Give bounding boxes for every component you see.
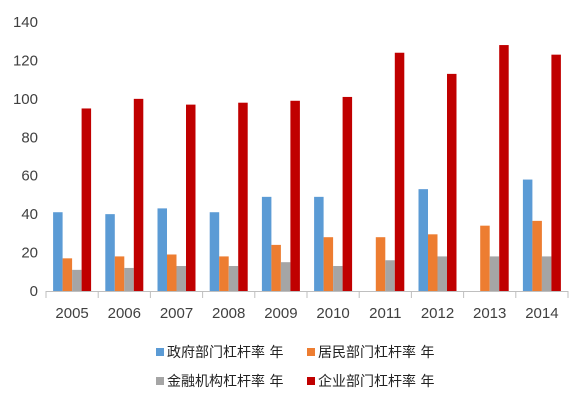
bar-1-2012 bbox=[428, 234, 438, 291]
bar-1-2009 bbox=[271, 244, 281, 291]
x-tick-label: 2014 bbox=[525, 305, 558, 322]
bar-group bbox=[53, 45, 561, 292]
y-tick-label: 20 bbox=[21, 245, 38, 262]
bar-2-2014 bbox=[541, 256, 552, 291]
bar-2-2008 bbox=[228, 266, 239, 291]
bar-0-2012 bbox=[418, 189, 428, 291]
bar-0-2005 bbox=[53, 212, 63, 291]
bar-1-2010 bbox=[323, 237, 334, 291]
bar-2-2006 bbox=[124, 267, 134, 291]
legend-label: 企业部门杠杆率 年 bbox=[318, 373, 434, 390]
bar-3-2009 bbox=[290, 100, 300, 291]
bar-3-2007 bbox=[186, 104, 196, 292]
bar-1-2007 bbox=[167, 254, 177, 291]
bar-1-2014 bbox=[532, 220, 542, 291]
legend-label: 居民部门杠杆率 年 bbox=[318, 344, 434, 361]
bar-3-2008 bbox=[238, 102, 248, 291]
y-tick-label: 120 bbox=[13, 52, 38, 69]
bar-1-2008 bbox=[219, 256, 229, 291]
bar-1-2005 bbox=[62, 258, 73, 291]
bar-3-2010 bbox=[342, 96, 353, 291]
bar-0-2014 bbox=[522, 179, 533, 291]
x-axis-ticks: 2005 2006 2007 2008 2009 2010 2011 2012 2013 2014 bbox=[45, 291, 569, 322]
bar-2-2009 bbox=[280, 262, 291, 291]
bar-0-2008 bbox=[209, 212, 220, 291]
y-tick-label: 100 bbox=[13, 91, 38, 108]
y-tick-label: 0 bbox=[30, 283, 38, 300]
legend-swatch bbox=[307, 348, 315, 356]
legend-label: 政府部门杠杆率 年 bbox=[167, 344, 283, 361]
bar-2-2011 bbox=[385, 260, 395, 291]
x-tick-label: 2007 bbox=[160, 305, 193, 322]
x-tick-label: 2012 bbox=[421, 305, 454, 322]
bar-2-2005 bbox=[72, 269, 82, 291]
x-tick-label: 2006 bbox=[108, 305, 141, 322]
y-tick-label: 140 bbox=[13, 14, 38, 31]
bar-0-2009 bbox=[261, 196, 272, 291]
bar-0-2006 bbox=[105, 214, 115, 291]
bar-2-2010 bbox=[333, 266, 343, 291]
x-tick-label: 2009 bbox=[264, 305, 297, 322]
x-tick-label: 2011 bbox=[369, 305, 401, 322]
bar-0-2007 bbox=[157, 208, 167, 291]
legend-label: 金融机构杠杆率 年 bbox=[167, 373, 283, 390]
bar-3-2014 bbox=[551, 54, 561, 291]
bar-3-2013 bbox=[499, 45, 509, 292]
bar-1-2011 bbox=[375, 237, 386, 291]
x-tick-label: 2013 bbox=[473, 305, 506, 322]
x-tick-label: 2008 bbox=[212, 305, 245, 322]
bar-0-2010 bbox=[314, 196, 324, 291]
y-tick-label: 80 bbox=[21, 129, 38, 146]
y-tick-label: 40 bbox=[21, 206, 38, 223]
bar-3-2006 bbox=[133, 98, 144, 291]
bar-2-2007 bbox=[176, 266, 186, 291]
x-tick-label: 2005 bbox=[55, 305, 88, 322]
y-tick-label: 60 bbox=[21, 168, 38, 185]
legend-swatch bbox=[156, 377, 164, 385]
legend-swatch bbox=[156, 348, 164, 356]
bar-1-2013 bbox=[480, 225, 490, 291]
bar-2-2012 bbox=[437, 256, 447, 291]
x-tick-label: 2010 bbox=[316, 305, 349, 322]
bar-3-2005 bbox=[81, 108, 92, 292]
bar-1-2006 bbox=[114, 256, 125, 291]
bar-3-2011 bbox=[394, 52, 405, 291]
legend-swatch bbox=[307, 377, 315, 385]
bar-3-2012 bbox=[447, 73, 457, 291]
bar-2-2013 bbox=[489, 256, 500, 291]
y-axis-ticks: 0 20 40 60 80 100 120 140 bbox=[13, 14, 38, 300]
